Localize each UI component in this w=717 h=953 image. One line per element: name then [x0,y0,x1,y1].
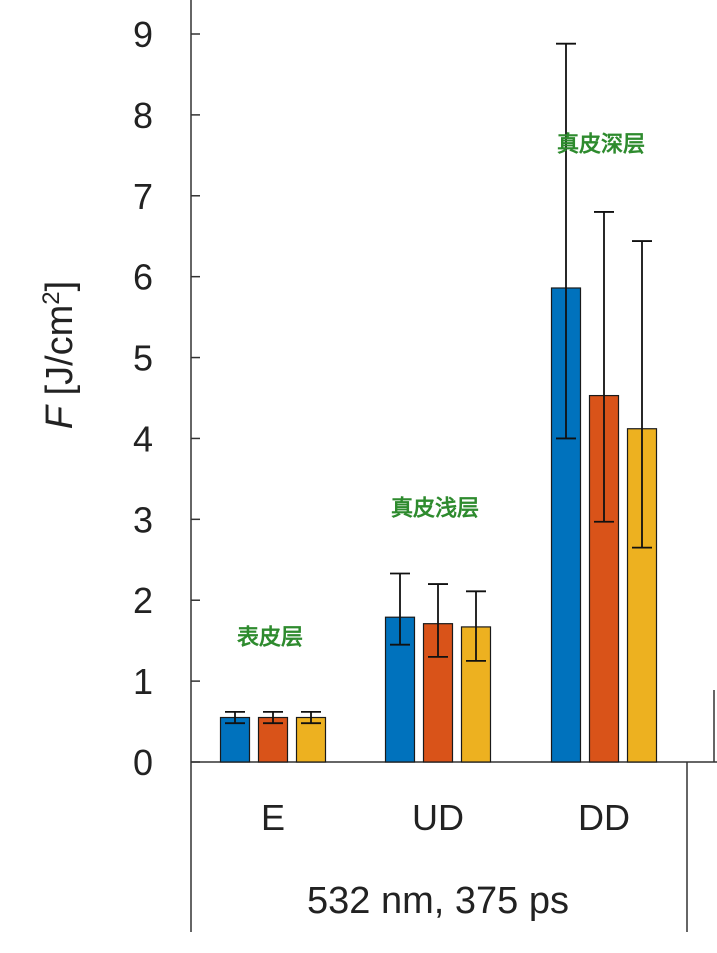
y-tick-label: 0 [133,742,153,783]
y-tick-label: 3 [133,499,153,540]
annotations: 表皮层 真皮浅层 真皮深层 [237,131,645,650]
category-label: E [261,797,285,838]
annotation-label: 真皮深层 [557,131,645,157]
bar [384,616,416,763]
y-tick-label: 1 [133,661,153,702]
category-labels: E UD DD [261,797,630,838]
bar [257,716,289,763]
category-label: UD [412,797,464,838]
y-tick-label: 9 [133,14,153,55]
y-axis-label-unit: [J/cm [39,305,81,406]
y-tick-label: 2 [133,580,153,621]
error-bars [225,42,652,725]
category-label: DD [578,797,630,838]
y-axis-label-superscript: 2 [38,291,65,304]
bar [219,716,251,763]
bar [422,623,454,763]
y-tick-label: 8 [133,95,153,136]
annotation-label: 表皮层 [237,625,303,651]
annotation-label: 真皮浅层 [391,495,479,521]
group-label: 532 nm, 375 ps [307,880,569,922]
bars [219,287,658,763]
y-tick-label: 6 [133,257,153,298]
y-axis-label-close: ] [39,281,81,292]
y-ticks: 0 1 2 3 4 5 6 7 8 9 [133,14,200,783]
y-tick-label: 5 [133,338,153,379]
y-axis-label-variable: F [39,404,81,429]
bar [295,716,327,763]
y-tick-label: 4 [133,418,153,459]
y-tick-label: 7 [133,176,153,217]
y-axis-label: F [J/cm2] [38,281,82,429]
